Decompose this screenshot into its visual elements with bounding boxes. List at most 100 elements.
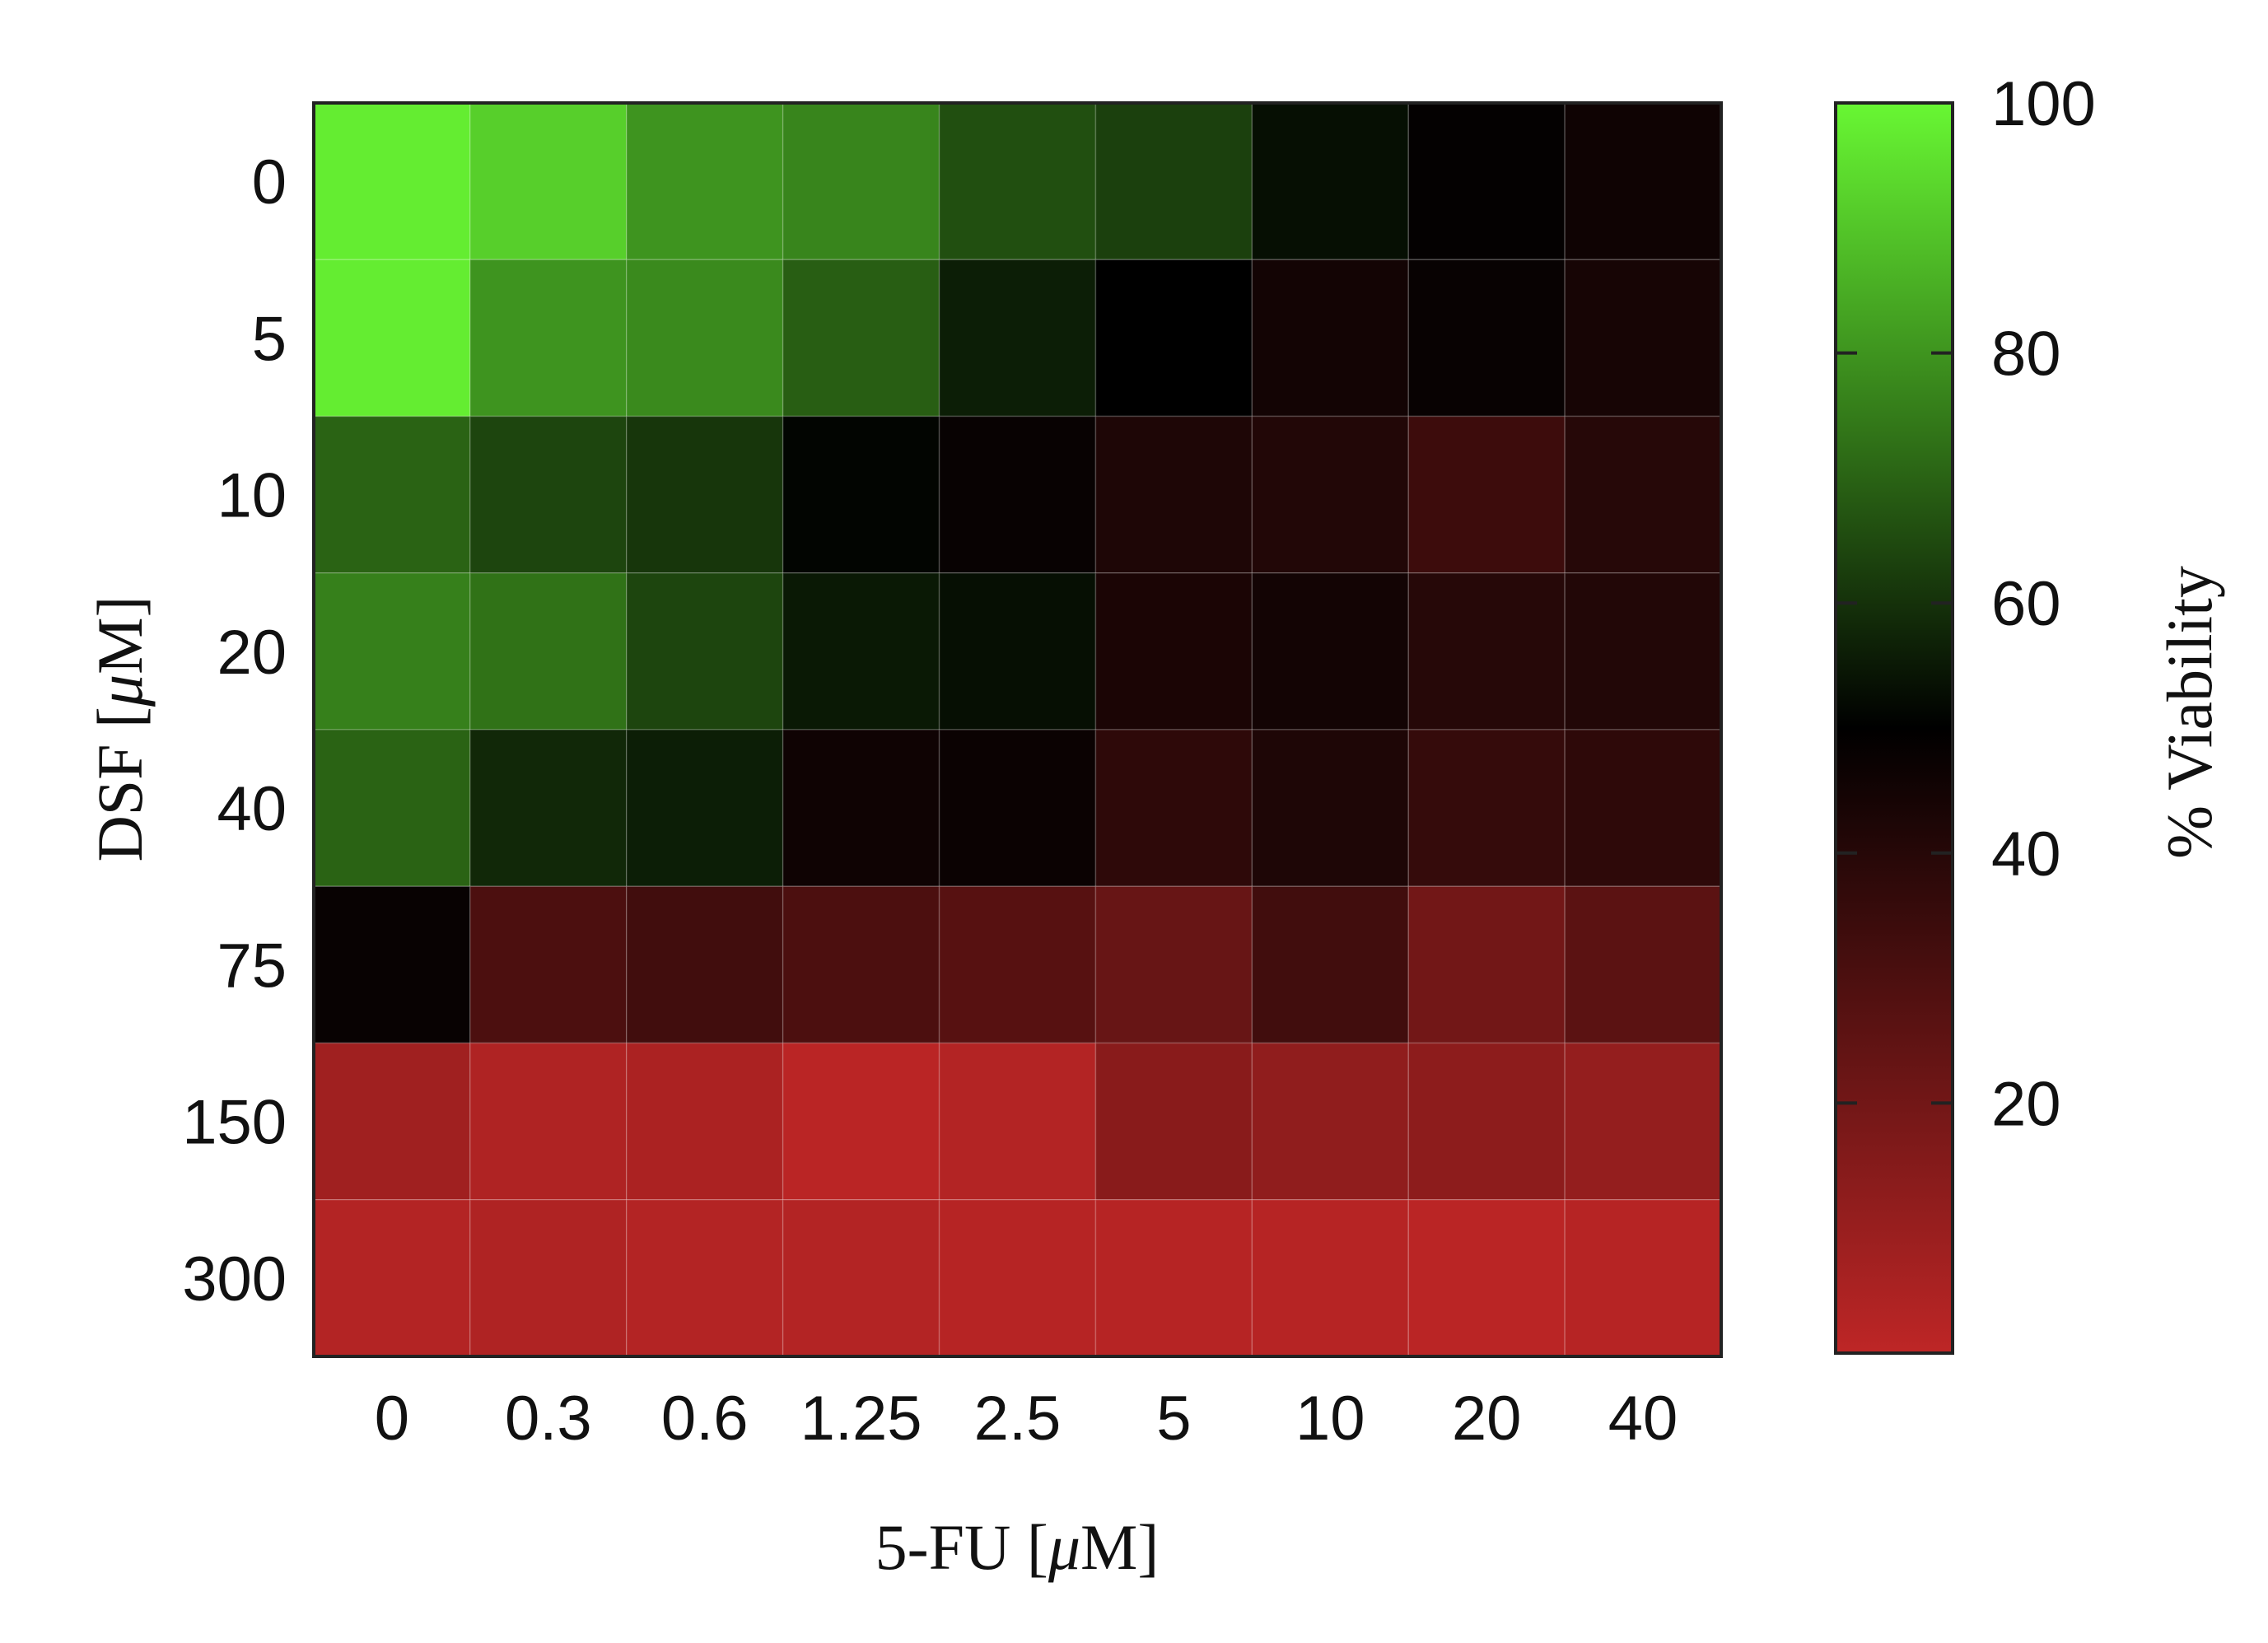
y-tick-label: 150 [182,1088,287,1158]
heatmap-cell [313,572,471,730]
heatmap-cell [1251,415,1409,574]
heatmap-cell [1564,572,1722,730]
y-tick-label: 10 [217,461,287,531]
colorbar [1834,101,1954,1355]
heatmap-cell [1251,1042,1409,1201]
heatmap-cell [782,259,940,418]
heatmap-cell [1407,415,1566,574]
heatmap-cell [626,259,784,418]
y-tick-label: 5 [252,304,287,374]
heatmap-cell [1564,1199,1722,1357]
heatmap-cell [782,1199,940,1357]
heatmap-cell [1251,102,1409,260]
heatmap-cell [1564,1042,1722,1201]
heatmap-cell [1094,885,1253,1044]
heatmap-cell [469,259,628,418]
heatmap-cell [1564,885,1722,1044]
heatmap-cell [626,572,784,730]
heatmap-cell [938,729,1097,887]
heatmap-cells [313,102,1722,1357]
heatmap-cell [469,885,628,1044]
heatmap-cell [313,259,471,418]
heatmap-cell [782,415,940,574]
x-tick-label: 5 [1156,1384,1191,1454]
heatmap-cell [782,102,940,260]
heatmap-cell [313,1042,471,1201]
y-axis-title: DSF [μM] [84,595,156,861]
heatmap-cell [1251,885,1409,1044]
y-tick-label: 40 [217,774,287,844]
heatmap-cell [469,102,628,260]
heatmap-cell [626,729,784,887]
colorbar-tick-label: 80 [1991,320,2061,390]
y-tick-label: 300 [182,1244,287,1314]
heatmap-cell [313,885,471,1044]
heatmap-cell [313,102,471,260]
colorbar-tick-label: 60 [1991,569,2061,639]
x-tick-label: 0 [375,1384,409,1454]
heatmap-cell [1094,102,1253,260]
heatmap-cell [938,885,1097,1044]
heatmap-cell [313,729,471,887]
heatmap-cell [626,885,784,1044]
heatmap-cell [1407,102,1566,260]
heatmap-cell [1251,259,1409,418]
heatmap-cell [1094,729,1253,887]
y-tick-label: 75 [217,931,287,1001]
x-tick-labels: 0 0.3 0.6 1.25 2.5 5 10 20 40 [375,1384,1678,1454]
heatmap-cell [1564,259,1722,418]
x-tick-label: 0.3 [505,1384,592,1454]
y-tick-label: 0 [252,147,287,217]
x-tick-label: 1.25 [800,1384,922,1454]
heatmap-cell [1564,102,1722,260]
y-tick-labels: 0 5 10 20 40 75 150 300 [182,147,287,1314]
heatmap-cell [469,1199,628,1357]
heatmap-cell [1251,729,1409,887]
heatmap-cell [1407,572,1566,730]
x-tick-label: 2.5 [974,1384,1062,1454]
heatmap-cell [1251,1199,1409,1357]
heatmap-cell [313,1199,471,1357]
heatmap-cell [469,415,628,574]
heatmap-cell [938,259,1097,418]
heatmap-cell [1094,1042,1253,1201]
heatmap-cell [938,415,1097,574]
x-axis-title: 5-FU [μM] [875,1511,1160,1583]
y-tick-label: 20 [217,618,287,688]
heatmap-cell [626,1042,784,1201]
heatmap-cell [938,1042,1097,1201]
heatmap-cell [1564,729,1722,887]
heatmap-cell [1407,885,1566,1044]
heatmap-cell [469,729,628,887]
heatmap-cell [1564,415,1722,574]
heatmap-cell [782,729,940,887]
colorbar-tick-label: 40 [1991,819,2061,889]
x-tick-label: 20 [1452,1384,1522,1454]
heatmap-cell [782,885,940,1044]
heatmap-cell [469,1042,628,1201]
plot-frame [312,101,1723,1358]
heatmap-cell [782,1042,940,1201]
heatmap-cell [1407,729,1566,887]
heatmap-cell [1094,415,1253,574]
heatmap-cell [938,102,1097,260]
heatmap-cell [1251,572,1409,730]
colorbar-tick-label: 20 [1991,1069,2061,1139]
heatmap-cell [938,1199,1097,1357]
colorbar-title: % Viability [2154,566,2225,859]
x-tick-label: 10 [1295,1384,1365,1454]
heatmap-cell [1407,259,1566,418]
heatmap-cell [313,415,471,574]
heatmap-cell [1407,1199,1566,1357]
heatmap-cell [1094,259,1253,418]
heatmap-cell [626,102,784,260]
x-tick-label: 0.6 [661,1384,749,1454]
colorbar-ticks: 100 80 60 40 20 [1836,69,2096,1139]
heatmap-cell [626,1199,784,1357]
heatmap-cell [469,572,628,730]
x-tick-label: 40 [1608,1384,1678,1454]
heatmap-cell [782,572,940,730]
heatmap-cell [626,415,784,574]
heatmap-cell [1094,572,1253,730]
colorbar-tick-label: 100 [1991,69,2096,139]
